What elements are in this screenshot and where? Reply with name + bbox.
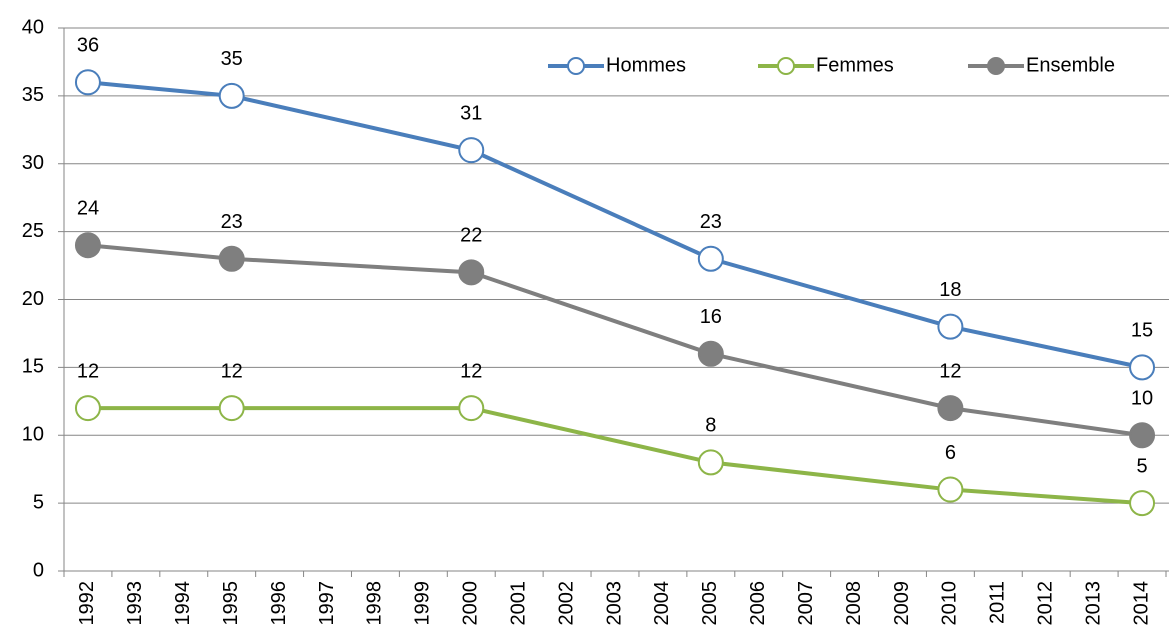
- x-tick-label: 2008: [843, 581, 865, 626]
- y-tick-label: 35: [22, 84, 44, 106]
- x-tick-label: 2002: [555, 581, 577, 626]
- legend-label: Hommes: [606, 54, 686, 76]
- data-label: 23: [700, 211, 722, 233]
- y-tick-label: 40: [22, 16, 44, 38]
- data-point: [1129, 490, 1156, 517]
- legend-marker: [987, 57, 1005, 75]
- legend-marker: [777, 57, 795, 75]
- y-tick-label: 20: [22, 288, 44, 310]
- x-tick-label: 2012: [1034, 581, 1056, 626]
- x-tick-label: 1997: [316, 581, 338, 626]
- y-tick-label: 10: [22, 424, 44, 446]
- data-label: 36: [77, 35, 99, 57]
- y-tick-label: 0: [33, 559, 44, 581]
- data-point: [218, 395, 245, 422]
- y-tick-label: 5: [33, 491, 44, 513]
- data-point: [937, 395, 964, 422]
- x-tick-label: 1996: [268, 581, 290, 626]
- x-tick-label: 1995: [220, 581, 242, 626]
- data-point: [458, 259, 485, 286]
- data-point: [74, 69, 101, 96]
- data-label: 24: [77, 197, 99, 219]
- data-label: 22: [460, 225, 482, 247]
- x-tick-label: 1994: [172, 581, 194, 626]
- x-tick-label: 2006: [747, 581, 769, 626]
- data-label: 35: [221, 48, 243, 70]
- x-tick-label: 1992: [76, 581, 98, 626]
- y-tick-label: 15: [22, 356, 44, 378]
- data-label: 15: [1131, 320, 1153, 342]
- data-label: 10: [1131, 388, 1153, 410]
- data-point: [697, 449, 724, 476]
- x-tick-label: 1999: [412, 581, 434, 626]
- x-tick-label: 2011: [987, 581, 1009, 624]
- x-tick-label: 2007: [795, 581, 817, 626]
- data-point: [74, 232, 101, 259]
- data-label: 31: [460, 102, 482, 124]
- x-tick-label: 2013: [1082, 581, 1104, 626]
- data-point: [697, 340, 724, 367]
- data-point: [458, 395, 485, 422]
- data-point: [218, 82, 245, 109]
- data-point: [937, 313, 964, 340]
- x-tick-label: 2014: [1130, 581, 1152, 626]
- data-label: 18: [939, 279, 961, 301]
- legend-marker: [567, 57, 585, 75]
- data-label: 23: [221, 211, 243, 233]
- series-line: [87, 406, 1143, 506]
- x-tick-label: 2003: [603, 581, 625, 626]
- data-point: [458, 137, 485, 164]
- series-line: [87, 243, 1143, 438]
- x-tick-label: 2001: [507, 581, 529, 626]
- x-tick-label: 2010: [939, 581, 961, 626]
- data-point: [1129, 422, 1156, 449]
- y-tick-label: 25: [22, 220, 44, 242]
- data-label: 12: [939, 360, 961, 382]
- data-label: 5: [1136, 455, 1147, 477]
- data-label: 12: [77, 360, 99, 382]
- x-tick-label: 2005: [699, 581, 721, 626]
- data-point: [1129, 354, 1156, 381]
- series-line: [87, 80, 1143, 370]
- data-point: [218, 245, 245, 272]
- data-label: 16: [700, 306, 722, 328]
- x-tick-label: 2000: [460, 581, 482, 626]
- x-tick-label: 1998: [364, 581, 386, 626]
- x-tick-label: 2009: [891, 581, 913, 626]
- data-label: 6: [945, 442, 956, 464]
- data-point: [697, 245, 724, 272]
- x-tick-label: 1993: [124, 581, 146, 626]
- x-tick-label: 2004: [651, 581, 673, 626]
- data-point: [74, 395, 101, 422]
- data-point: [937, 476, 964, 503]
- data-label: 12: [221, 360, 243, 382]
- data-label: 8: [705, 415, 716, 437]
- legend-label: Femmes: [816, 54, 894, 76]
- data-label: 12: [460, 360, 482, 382]
- y-tick-label: 30: [22, 152, 44, 174]
- legend-label: Ensemble: [1026, 54, 1115, 76]
